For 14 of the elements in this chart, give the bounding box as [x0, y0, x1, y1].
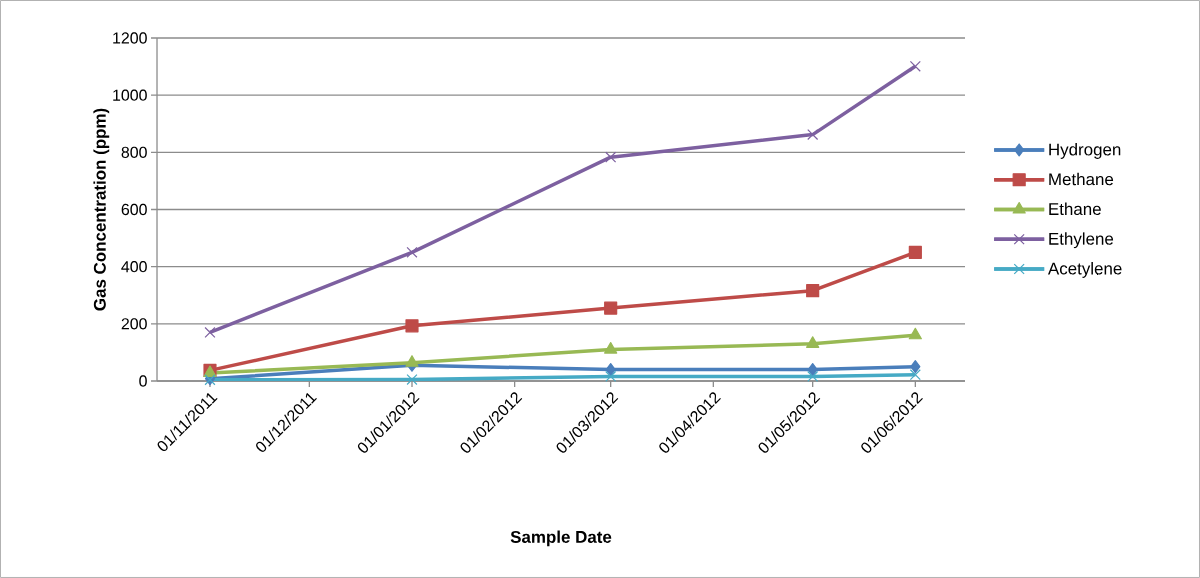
legend-label: Hydrogen — [1049, 143, 1121, 159]
y-tick-label: 1000 — [113, 89, 147, 101]
y-tick-label: 400 — [121, 261, 147, 273]
y-tick-label: 200 — [121, 318, 147, 330]
y-tick-label: 1200 — [113, 32, 147, 44]
y-tick-label: 800 — [121, 146, 147, 158]
x-axis-title: Sample Date — [510, 530, 612, 547]
legend-label: Acetylene — [1047, 262, 1122, 278]
legend-label: Ethane — [1049, 202, 1101, 216]
y-tick-label: 0 — [139, 375, 147, 387]
legend-label: Methane — [1049, 172, 1114, 186]
y-tick-label: 600 — [121, 203, 147, 216]
y-axis-title: Gas Concentration (ppm) — [93, 108, 110, 311]
legend-label: Ethylene — [1049, 232, 1114, 249]
